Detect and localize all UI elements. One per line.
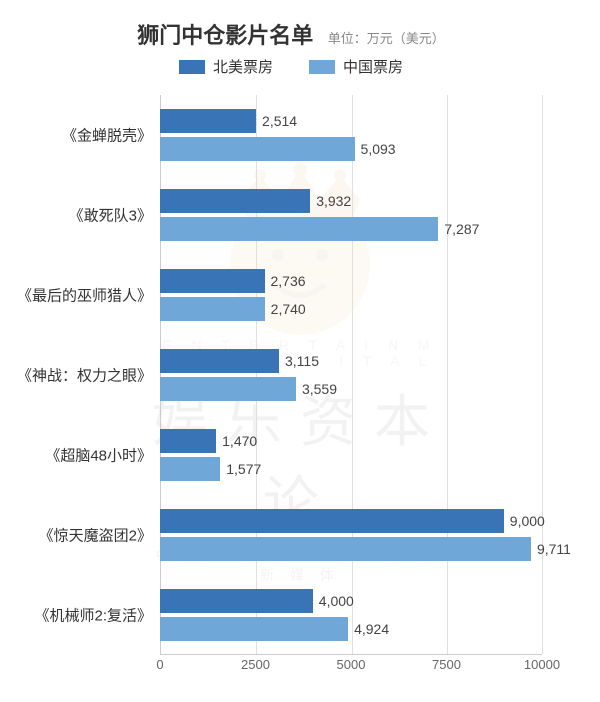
bar: 2,514 bbox=[160, 109, 256, 133]
bar-value-label: 1,577 bbox=[226, 461, 261, 477]
bar-value-label: 7,287 bbox=[444, 221, 479, 237]
gridline bbox=[352, 95, 353, 654]
chart-grid bbox=[160, 95, 542, 655]
bar: 9,711 bbox=[160, 537, 531, 561]
bar: 9,000 bbox=[160, 509, 504, 533]
bar-value-label: 4,000 bbox=[319, 593, 354, 609]
bar: 4,924 bbox=[160, 617, 348, 641]
bar-value-label: 2,740 bbox=[271, 301, 306, 317]
legend-label: 北美票房 bbox=[213, 56, 273, 77]
bar: 3,932 bbox=[160, 189, 310, 213]
bar: 1,470 bbox=[160, 429, 216, 453]
bar-value-label: 5,093 bbox=[361, 141, 396, 157]
legend-label: 中国票房 bbox=[343, 56, 403, 77]
bar-value-label: 4,924 bbox=[354, 621, 389, 637]
bar-value-label: 2,514 bbox=[262, 113, 297, 129]
legend-swatch bbox=[309, 60, 335, 74]
category-label: 《惊天魔盗团2》 bbox=[15, 524, 160, 545]
category-label: 《最后的巫师猎人》 bbox=[15, 284, 160, 305]
bar: 5,093 bbox=[160, 137, 355, 161]
legend-item: 中国票房 bbox=[309, 56, 403, 77]
category-label: 《敢死队3》 bbox=[15, 204, 160, 225]
x-axis-labels: 025005000750010000 bbox=[160, 657, 542, 677]
chart-title: 狮门中仓影片名单 bbox=[137, 18, 313, 50]
category-label: 《金蝉脱壳》 bbox=[15, 124, 160, 145]
legend-item: 北美票房 bbox=[179, 56, 273, 77]
bar-value-label: 9,000 bbox=[510, 513, 545, 529]
bar: 2,736 bbox=[160, 269, 265, 293]
bar-value-label: 9,711 bbox=[537, 541, 571, 557]
bar: 3,559 bbox=[160, 377, 296, 401]
x-tick-label: 2500 bbox=[241, 657, 270, 672]
chart-unit: 单位：万元（美元） bbox=[328, 28, 445, 47]
chart: 狮门中仓影片名单 单位：万元（美元） 北美票房 中国票房 0 2500 5000 750… bbox=[0, 0, 600, 702]
x-tick-label: 5000 bbox=[337, 657, 366, 672]
bar-value-label: 3,115 bbox=[285, 353, 319, 369]
bar: 1,577 bbox=[160, 457, 220, 481]
category-label: 《超脑48小时》 bbox=[15, 444, 160, 465]
chart-legend: 北美票房 中国票房 bbox=[10, 56, 572, 79]
bar-value-label: 1,470 bbox=[222, 433, 257, 449]
chart-header: 狮门中仓影片名单 单位：万元（美元） bbox=[10, 18, 572, 50]
bar-value-label: 3,559 bbox=[302, 381, 337, 397]
x-tick-label: 0 bbox=[156, 657, 163, 672]
bar-value-label: 2,736 bbox=[271, 273, 306, 289]
bar: 7,287 bbox=[160, 217, 438, 241]
category-label: 《机械师2:复活》 bbox=[15, 604, 160, 625]
gridline bbox=[447, 95, 448, 654]
x-tick-label: 7500 bbox=[432, 657, 461, 672]
bar: 2,740 bbox=[160, 297, 265, 321]
bar: 3,115 bbox=[160, 349, 279, 373]
gridline bbox=[256, 95, 257, 654]
legend-swatch bbox=[179, 60, 205, 74]
gridline bbox=[542, 95, 543, 654]
bar-value-label: 3,932 bbox=[316, 193, 351, 209]
bar: 4,000 bbox=[160, 589, 313, 613]
chart-plot: 025005000750010000 《金蝉脱壳》2,5145,093《敢死队3… bbox=[160, 95, 542, 655]
x-tick-label: 10000 bbox=[524, 657, 560, 672]
category-label: 《神战：权力之眼》 bbox=[15, 364, 160, 385]
